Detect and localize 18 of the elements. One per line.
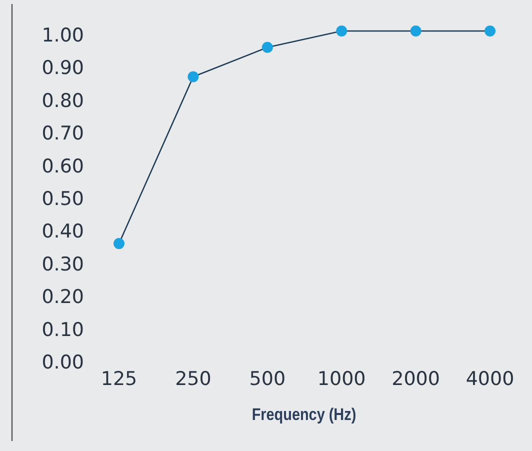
x-tick-label: 250	[175, 368, 212, 390]
x-tick-label: 2000	[392, 368, 440, 390]
x-tick-label: 500	[249, 368, 286, 390]
y-tick-label: 0.30	[42, 253, 84, 276]
x-axis-title: Frequency (Hz)	[252, 406, 356, 424]
y-tick-label: 0.80	[42, 90, 84, 112]
y-tick-label: 0.20	[42, 286, 84, 308]
x-tick-label: 1000	[317, 368, 366, 390]
y-tick-label: 0.60	[42, 155, 84, 178]
y-tick-label: 0.70	[42, 122, 84, 145]
y-tick-label: 0.10	[42, 318, 84, 341]
x-tick-label: 4000	[466, 368, 514, 390]
y-tick-label: 0.40	[42, 220, 84, 243]
y-tick-label: 0.00	[42, 351, 84, 374]
y-tick-label: 0.90	[42, 57, 84, 80]
y-tick-label: 1.00	[42, 24, 84, 46]
y-tick-label: 0.50	[42, 188, 84, 210]
x-tick-label: 125	[100, 368, 138, 390]
